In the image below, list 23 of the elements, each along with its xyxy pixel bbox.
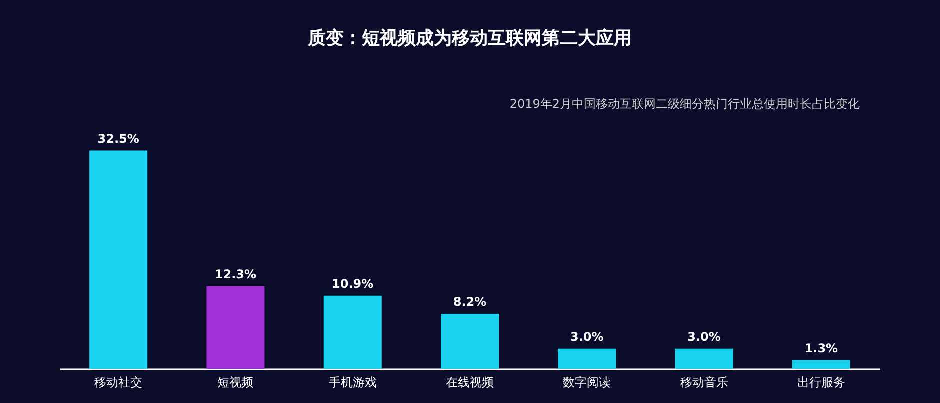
x-tick-label: 短视频 <box>218 376 254 390</box>
data-label: 12.3% <box>214 267 257 282</box>
bar <box>441 314 499 369</box>
x-tick-label: 移动社交 <box>94 376 143 390</box>
x-tick-label: 出行服务 <box>797 376 846 390</box>
data-label: 10.9% <box>332 276 374 291</box>
x-tick-label: 在线视频 <box>446 376 494 390</box>
bar <box>675 348 734 369</box>
chart-subtitle: 2019年2月中国移动互联网二级细分热门行业总使用时长占比变化 <box>510 97 860 111</box>
bar <box>792 360 850 369</box>
data-label: 3.0% <box>688 330 721 344</box>
x-tick-label: 手机游戏 <box>328 376 377 390</box>
bar <box>90 150 148 369</box>
data-label: 32.5% <box>98 132 140 146</box>
bar <box>558 348 616 369</box>
data-label: 8.2% <box>453 294 487 309</box>
data-label: 1.3% <box>804 341 838 356</box>
bar <box>324 296 382 369</box>
data-label: 3.0% <box>570 330 604 344</box>
bar <box>206 286 265 369</box>
x-tick-label: 数字阅读 <box>563 376 612 390</box>
x-tick-label: 移动音乐 <box>680 376 728 390</box>
chart-title: 质变：短视频成为移动互联网第二大应用 <box>307 28 632 49</box>
